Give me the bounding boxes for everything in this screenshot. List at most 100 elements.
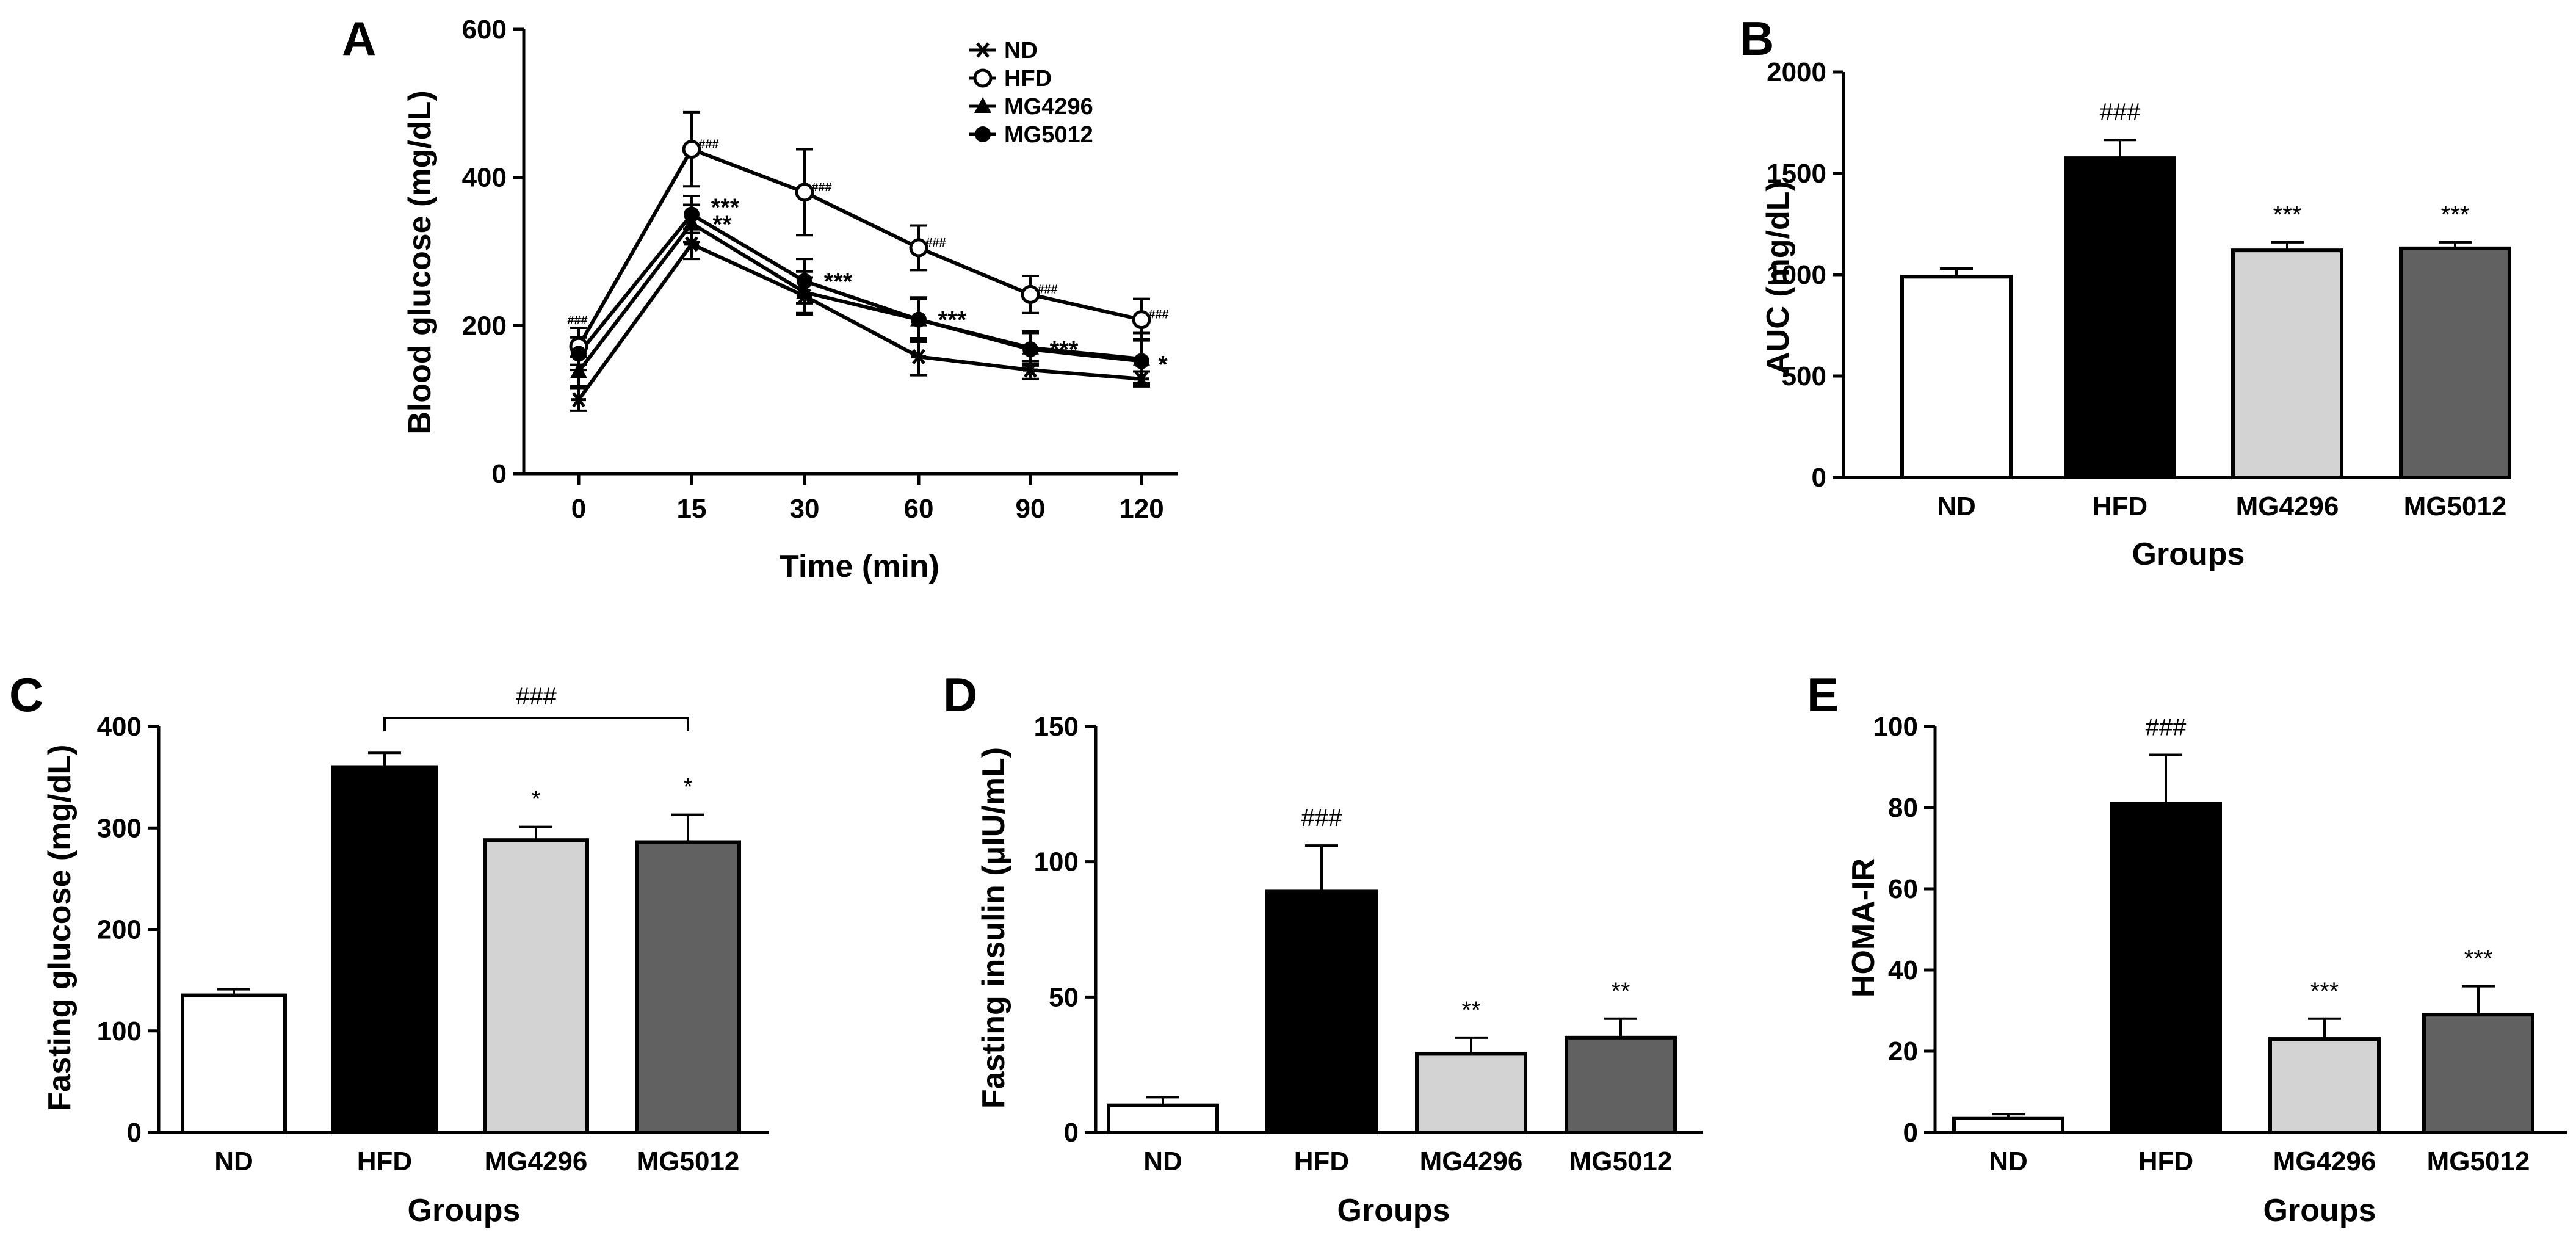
panel-a-point-hfd bbox=[911, 240, 927, 256]
panel-e-y-tick-label: 20 bbox=[1888, 1037, 1918, 1066]
panel-e-significance-mg4296: *** bbox=[2310, 978, 2339, 1005]
panel-a-y-tick-label: 0 bbox=[492, 459, 507, 489]
panel-a-point-mg5012 bbox=[1022, 341, 1038, 357]
panel-letter-d: D bbox=[943, 668, 977, 722]
panel-a-point-hfd bbox=[684, 142, 700, 157]
panel-c-x-tick-label-mg4296: MG4296 bbox=[485, 1146, 588, 1176]
panel-c-significance-mg4296: * bbox=[531, 786, 541, 813]
panel-c-y-axis-title: Fasting glucose (mg/dL) bbox=[42, 745, 78, 1112]
panel-letter-e: E bbox=[1807, 668, 1839, 722]
panel-a-x-tick-label: 15 bbox=[677, 494, 707, 524]
panel-b-x-tick-label-nd: ND bbox=[1937, 491, 1976, 521]
panel-b-bar-hfd bbox=[2066, 158, 2174, 477]
figure: A Blood glucose (mg/dL) Time (min) 02004… bbox=[0, 0, 2576, 1238]
panel-a-line-nd bbox=[579, 244, 1141, 400]
panel-a-point-mg5012 bbox=[571, 346, 587, 361]
panel-c-significance-mg5012: * bbox=[683, 774, 693, 801]
panel-a-x-tick-label: 90 bbox=[1016, 494, 1046, 524]
panel-a-point-mg5012 bbox=[1134, 353, 1149, 369]
panel-a-significance-label: * bbox=[1158, 351, 1168, 378]
panel-a-significance-label: ### bbox=[567, 314, 587, 327]
panel-c-bar-mg5012 bbox=[637, 842, 739, 1132]
panel-b-x-axis-title: Groups bbox=[2132, 537, 2245, 572]
panel-a-significance-label: *** bbox=[938, 307, 967, 334]
panel-d-plot-area: 0 50 100 150 ND HFD ### MG4296 ** MG5012 ** bbox=[1034, 712, 1703, 1176]
panel-c-y-tick-label: 100 bbox=[97, 1016, 142, 1046]
panel-b-y-tick-label: 2000 bbox=[1767, 57, 1826, 87]
panel-c-bar-nd bbox=[183, 996, 285, 1132]
panel-c-bracket-label: ### bbox=[516, 683, 557, 710]
panel-a-point-mg5012 bbox=[911, 312, 927, 328]
panel-d-y-tick-label: 100 bbox=[1034, 847, 1079, 877]
panel-b-y-tick-label: 500 bbox=[1782, 361, 1826, 391]
panel-e-y-tick-label: 60 bbox=[1888, 874, 1918, 904]
panel-b-x-tick-label-hfd: HFD bbox=[2093, 491, 2147, 521]
panel-a-x-tick-label: 120 bbox=[1119, 494, 1163, 524]
panel-d-bar-hfd bbox=[1267, 891, 1376, 1132]
panel-letter-c: C bbox=[9, 668, 43, 722]
panel-b-significance-hfd: ### bbox=[2100, 99, 2141, 126]
panel-c-x-tick-label-hfd: HFD bbox=[357, 1146, 412, 1176]
panel-a-y-axis-title: Blood glucose (mg/dL) bbox=[402, 90, 438, 434]
panel-a-legend-marker-hfd bbox=[975, 70, 991, 86]
panel-a-legend-label-mg5012: MG5012 bbox=[1004, 122, 1093, 148]
panel-d-x-tick-label-mg4296: MG4296 bbox=[1420, 1146, 1523, 1176]
panel-e-bar-mg5012 bbox=[2424, 1015, 2533, 1132]
panel-d-x-tick-label-hfd: HFD bbox=[1294, 1146, 1349, 1176]
panel-a-legend-label-hfd: HFD bbox=[1004, 66, 1052, 92]
panel-e-bar-mg4296 bbox=[2270, 1039, 2379, 1132]
panel-e-bar-nd bbox=[1954, 1118, 2063, 1132]
panel-letter-a: A bbox=[342, 12, 376, 65]
panel-c-y-tick-label: 0 bbox=[127, 1118, 142, 1148]
panel-d-bar-nd bbox=[1109, 1106, 1217, 1132]
panel-e-x-axis-title: Groups bbox=[2263, 1193, 2376, 1228]
panel-b-y-tick-label: 1500 bbox=[1767, 159, 1826, 189]
panel-e-significance-hfd: ### bbox=[2146, 714, 2187, 741]
panel-c-x-tick-label-mg5012: MG5012 bbox=[637, 1146, 740, 1176]
panel-c-y-tick-label: 400 bbox=[97, 712, 142, 742]
panel-e-y-axis-title: HOMA-IR bbox=[1846, 858, 1881, 997]
panel-b-bar-nd bbox=[1902, 277, 2011, 477]
panel-c-x-axis-title: Groups bbox=[408, 1193, 521, 1228]
panel-e-significance-mg5012: *** bbox=[2464, 946, 2493, 972]
panel-a-legend-label-nd: ND bbox=[1004, 38, 1038, 63]
panel-a-legend-marker-mg5012 bbox=[975, 126, 991, 142]
panel-a-x-tick-label: 60 bbox=[904, 494, 934, 524]
panel-a-line-chart: A Blood glucose (mg/dL) Time (min) 0 200 4… bbox=[342, 12, 1178, 584]
panel-b-x-tick-label-mg4296: MG4296 bbox=[2236, 491, 2339, 521]
panel-a-point-hfd bbox=[1134, 312, 1149, 328]
panel-a-significance-label: *** bbox=[1050, 336, 1079, 363]
panel-c-bar-mg4296 bbox=[485, 840, 587, 1132]
panel-a-significance-label: ** bbox=[712, 211, 732, 238]
panel-a-y-tick-label: 600 bbox=[462, 15, 507, 45]
panel-a-point-hfd bbox=[797, 184, 812, 200]
panel-d-y-tick-label: 150 bbox=[1034, 712, 1079, 742]
panel-a-y-tick-label: 200 bbox=[462, 311, 507, 341]
panel-e-x-tick-label-hfd: HFD bbox=[2138, 1146, 2193, 1176]
panel-a-point-hfd bbox=[1022, 286, 1038, 302]
panel-c-x-tick-label-nd: ND bbox=[214, 1146, 253, 1176]
panel-e-plot-area: 020406080100ND HFD###MG4296***MG5012*** bbox=[1873, 712, 2567, 1176]
panel-c-y-tick-label: 300 bbox=[97, 813, 142, 843]
panel-c-bar-chart: C Fasting glucose (mg/dL) Groups 0 100 200… bbox=[9, 668, 769, 1228]
panel-e-y-tick-label: 100 bbox=[1873, 712, 1918, 742]
panel-a-markers bbox=[570, 142, 1150, 407]
panel-a-significance-label: ### bbox=[1037, 283, 1057, 296]
panel-b-bar-mg4296 bbox=[2233, 250, 2342, 477]
panel-d-bar-chart: D Fasting insulin (μIU/mL) Groups 0 50 100… bbox=[943, 668, 1703, 1228]
panel-a-significance-label: ### bbox=[811, 181, 831, 194]
panel-b-plot-area: 0500100015002000ND HFD###MG4296***MG5012*… bbox=[1767, 57, 2509, 521]
panel-d-bar-mg4296 bbox=[1417, 1054, 1525, 1132]
panel-d-y-axis-title: Fasting insulin (μIU/mL) bbox=[976, 747, 1011, 1109]
panel-d-x-tick-label-mg5012: MG5012 bbox=[1569, 1146, 1673, 1176]
panel-b-bar-mg5012 bbox=[2401, 248, 2509, 477]
panel-d-bar-mg5012 bbox=[1566, 1038, 1675, 1132]
panel-a-legend-marker-nd bbox=[975, 43, 990, 57]
panel-e-y-tick-label: 80 bbox=[1888, 793, 1918, 823]
panel-d-x-axis-title: Groups bbox=[1337, 1193, 1450, 1228]
panel-c-comparison-bracket bbox=[385, 718, 688, 731]
panel-a-axes: 0 200 400 600 0 15 30 60 90 120 bbox=[462, 15, 1178, 524]
panel-b-significance-mg5012: *** bbox=[2441, 201, 2470, 228]
panel-a-significance-label: *** bbox=[824, 269, 853, 295]
